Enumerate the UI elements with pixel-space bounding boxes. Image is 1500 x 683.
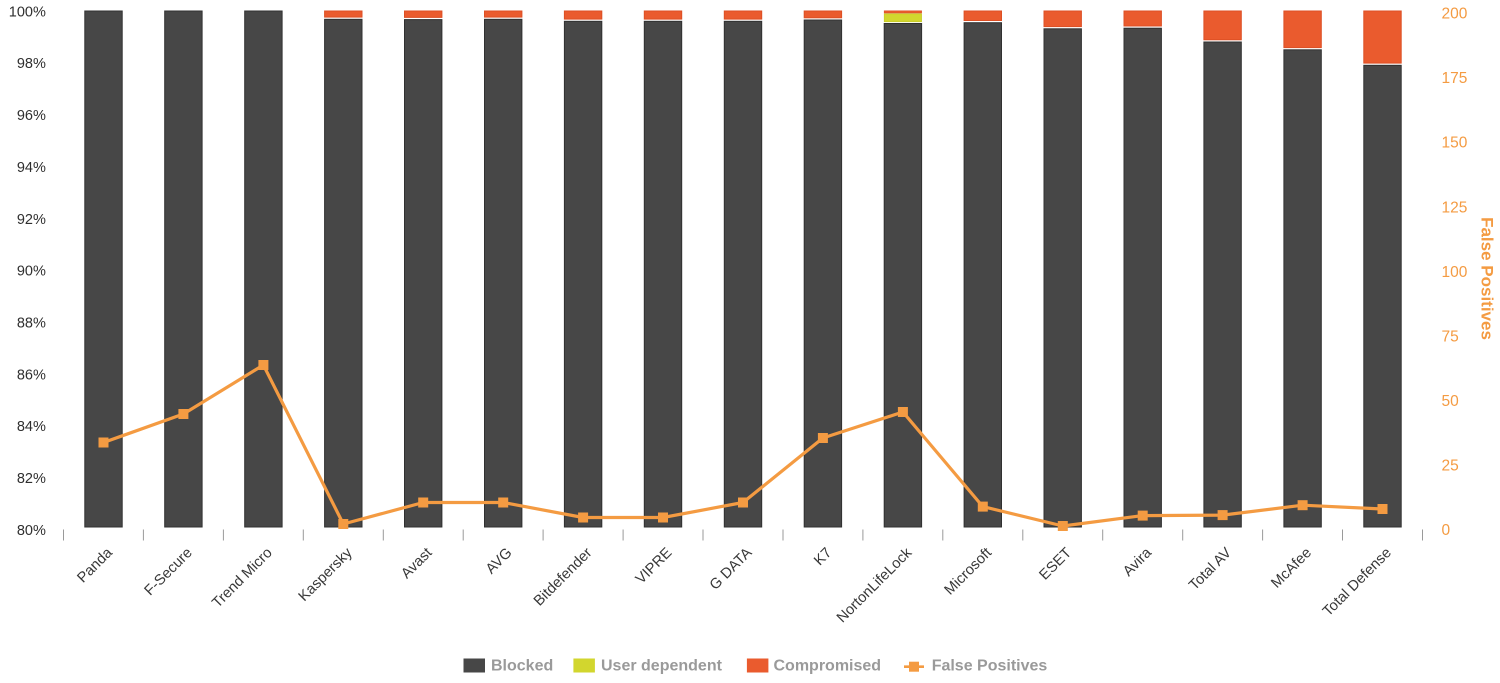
svg-text:User dependent: User dependent bbox=[601, 658, 723, 675]
svg-text:82%: 82% bbox=[17, 471, 46, 487]
svg-text:98%: 98% bbox=[17, 56, 46, 72]
svg-text:92%: 92% bbox=[17, 212, 46, 228]
svg-text:88%: 88% bbox=[17, 316, 46, 332]
svg-text:Blocked: Blocked bbox=[491, 658, 553, 675]
svg-text:100: 100 bbox=[1442, 264, 1468, 281]
svg-text:90%: 90% bbox=[17, 264, 46, 280]
svg-text:86%: 86% bbox=[17, 367, 46, 383]
svg-text:25: 25 bbox=[1442, 458, 1459, 475]
svg-text:125: 125 bbox=[1442, 199, 1468, 216]
svg-text:50: 50 bbox=[1442, 393, 1460, 410]
svg-text:200: 200 bbox=[1442, 6, 1468, 23]
svg-text:175: 175 bbox=[1442, 70, 1468, 87]
svg-text:84%: 84% bbox=[17, 419, 46, 435]
svg-text:0: 0 bbox=[1442, 522, 1451, 539]
svg-text:100%: 100% bbox=[9, 4, 46, 20]
svg-text:Compromised: Compromised bbox=[774, 658, 882, 675]
svg-text:False Positives: False Positives bbox=[932, 658, 1048, 675]
svg-text:75: 75 bbox=[1442, 329, 1459, 346]
svg-text:94%: 94% bbox=[17, 160, 46, 176]
svg-text:96%: 96% bbox=[17, 108, 46, 124]
svg-text:False Positives: False Positives bbox=[1478, 217, 1497, 340]
svg-text:150: 150 bbox=[1442, 135, 1468, 152]
svg-text:80%: 80% bbox=[17, 523, 46, 539]
